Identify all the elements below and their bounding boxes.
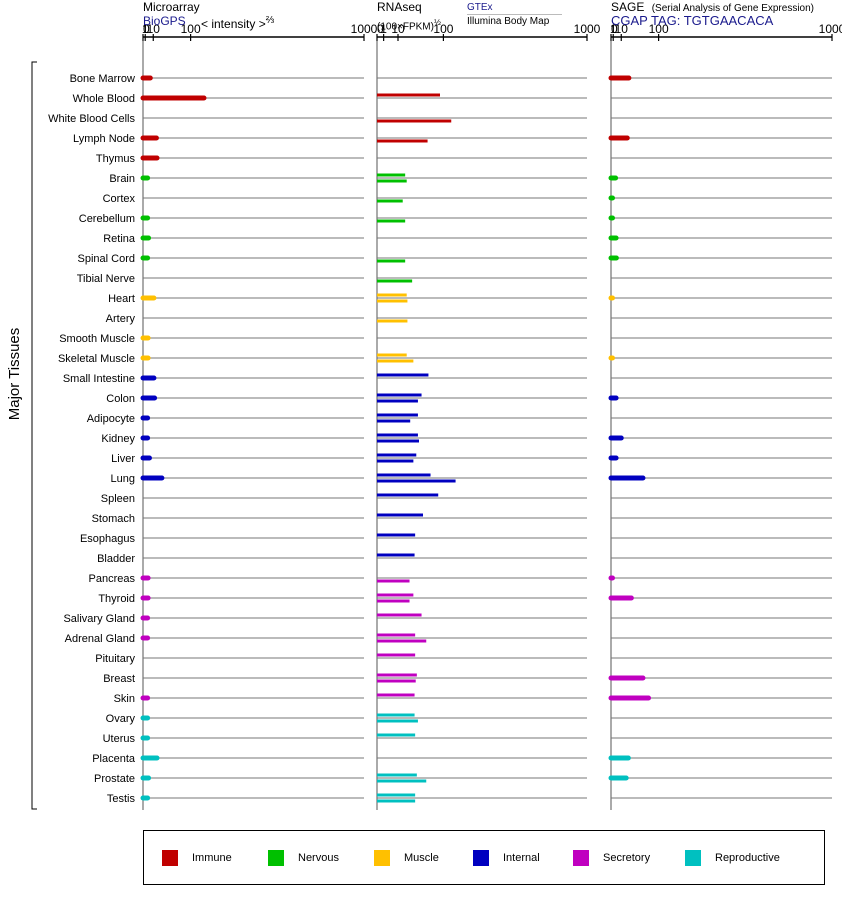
sage-tick-label-1: 1 xyxy=(610,22,617,36)
tissue-label-placenta: Placenta xyxy=(92,753,136,765)
sage-subtitle: (Serial Analysis of Gene Expression) xyxy=(651,3,814,14)
microarray-tick-label-1000: 1000 xyxy=(351,22,378,36)
sage-tick-label-0: 0 xyxy=(611,22,618,36)
tissue-label-prostate: Prostate xyxy=(94,773,135,785)
tissue-label-cerebellum: Cerebellum xyxy=(79,213,135,225)
tissue-label-uterus: Uterus xyxy=(103,733,136,745)
rnaseq-tick-label-10: 10 xyxy=(391,22,405,36)
tissue-label-lung: Lung xyxy=(111,473,135,485)
tissue-label-esophagus: Esophagus xyxy=(80,533,136,545)
legend-swatch-internal xyxy=(473,850,489,867)
legend-swatch-nervous xyxy=(268,850,284,867)
tissue-bracket xyxy=(31,61,37,810)
microarray-exponent: ⅔ xyxy=(265,15,275,26)
legend-label-secretory: Secretory xyxy=(603,852,651,865)
tissue-label-skeletal-muscle: Skeletal Muscle xyxy=(58,353,135,365)
tissue-label-breast: Breast xyxy=(103,673,135,685)
legend-swatch-reproductive xyxy=(685,850,701,867)
rnaseq-tick-label-1000: 1000 xyxy=(574,22,601,36)
tissue-label-bone-marrow: Bone Marrow xyxy=(70,73,135,85)
legend-internal: Internal xyxy=(473,850,540,867)
tissue-label-brain: Brain xyxy=(109,173,135,185)
legend-swatch-muscle xyxy=(374,850,390,867)
legend: Immune Nervous Muscle Internal Secretory… xyxy=(143,830,825,885)
legend-reproductive: Reproductive xyxy=(685,850,780,867)
tissue-label-adrenal-gland: Adrenal Gland xyxy=(65,633,135,645)
microarray-tick-label-1: 1 xyxy=(142,22,149,36)
tissue-label-white-blood-cells: White Blood Cells xyxy=(48,113,135,125)
tissue-label-pancreas: Pancreas xyxy=(89,573,136,585)
microarray-unit-text: < intensity > xyxy=(201,17,266,31)
microarray-title: Microarray xyxy=(143,0,200,14)
tissue-label-cortex: Cortex xyxy=(103,193,136,205)
tissue-label-spleen: Spleen xyxy=(101,493,135,505)
microarray-unit: < intensity >⅔ xyxy=(201,14,274,31)
tissue-label-thymus: Thymus xyxy=(96,153,136,165)
tissue-label-heart: Heart xyxy=(108,293,135,305)
tissue-label-whole-blood: Whole Blood xyxy=(73,93,135,105)
rnaseq-tick-label-0: 0 xyxy=(377,22,384,36)
sage-tick-label-100: 100 xyxy=(649,22,669,36)
rnaseq-unit-text: (100×FPKM) xyxy=(377,21,434,33)
tissue-label-artery: Artery xyxy=(106,313,136,325)
illumina-label: Illumina Body Map xyxy=(467,16,550,27)
tissue-label-spinal-cord: Spinal Cord xyxy=(78,253,135,265)
rnaseq-tick-label-100: 100 xyxy=(433,22,453,36)
tissue-label-adipocyte: Adipocyte xyxy=(87,413,135,425)
tissue-label-lymph-node: Lymph Node xyxy=(73,133,135,145)
y-axis-label: Major Tissues xyxy=(6,328,23,421)
tissue-label-liver: Liver xyxy=(111,453,135,465)
sage-tick-label-1000: 1000 xyxy=(819,22,842,36)
legend-muscle: Muscle xyxy=(374,850,439,867)
tissue-label-bladder: Bladder xyxy=(97,553,135,565)
legend-label-reproductive: Reproductive xyxy=(715,852,780,865)
legend-label-internal: Internal xyxy=(503,852,540,865)
tissue-label-salivary-gland: Salivary Gland xyxy=(63,613,135,625)
legend-swatch-immune xyxy=(162,850,178,867)
legend-label-muscle: Muscle xyxy=(404,852,439,865)
gtex-link[interactable]: GTEx xyxy=(467,2,493,13)
sage-tick-label-10: 10 xyxy=(615,22,629,36)
cgap-tag-link[interactable]: CGAP TAG: TGTGAACACA xyxy=(611,13,774,28)
rnaseq-tick-label-1: 1 xyxy=(380,22,387,36)
tissue-label-small-intestine: Small Intestine xyxy=(63,373,135,385)
legend-label-immune: Immune xyxy=(192,852,232,865)
tissue-label-ovary: Ovary xyxy=(106,713,136,725)
legend-swatch-secretory xyxy=(573,850,589,867)
tissue-label-pituitary: Pituitary xyxy=(95,653,135,665)
tissue-label-kidney: Kidney xyxy=(101,433,135,445)
legend-nervous: Nervous xyxy=(268,850,339,867)
microarray-tick-label-0: 0 xyxy=(143,22,150,36)
gtex-divider xyxy=(467,14,562,15)
legend-label-nervous: Nervous xyxy=(298,852,339,865)
legend-secretory: Secretory xyxy=(573,850,651,867)
tissue-label-testis: Testis xyxy=(107,793,136,805)
tissue-label-colon: Colon xyxy=(106,393,135,405)
tissue-label-tibial-nerve: Tibial Nerve xyxy=(77,273,135,285)
rnaseq-exponent: ½ xyxy=(433,17,441,27)
microarray-tick-label-10: 10 xyxy=(147,22,161,36)
biogps-link[interactable]: BioGPS xyxy=(143,14,186,28)
sage-title-text: SAGE xyxy=(611,0,645,14)
sage-title: SAGE (Serial Analysis of Gene Expression… xyxy=(611,0,814,16)
rnaseq-title: RNAseq xyxy=(377,0,422,14)
rnaseq-unit: (100×FPKM)½ xyxy=(377,15,441,34)
tissue-label-stomach: Stomach xyxy=(92,513,135,525)
microarray-tick-label-100: 100 xyxy=(181,22,201,36)
tissue-label-retina: Retina xyxy=(103,233,136,245)
legend-immune: Immune xyxy=(162,850,232,867)
tissue-label-skin: Skin xyxy=(114,693,135,705)
tissue-label-smooth-muscle: Smooth Muscle xyxy=(59,333,135,345)
tissue-label-thyroid: Thyroid xyxy=(98,593,135,605)
